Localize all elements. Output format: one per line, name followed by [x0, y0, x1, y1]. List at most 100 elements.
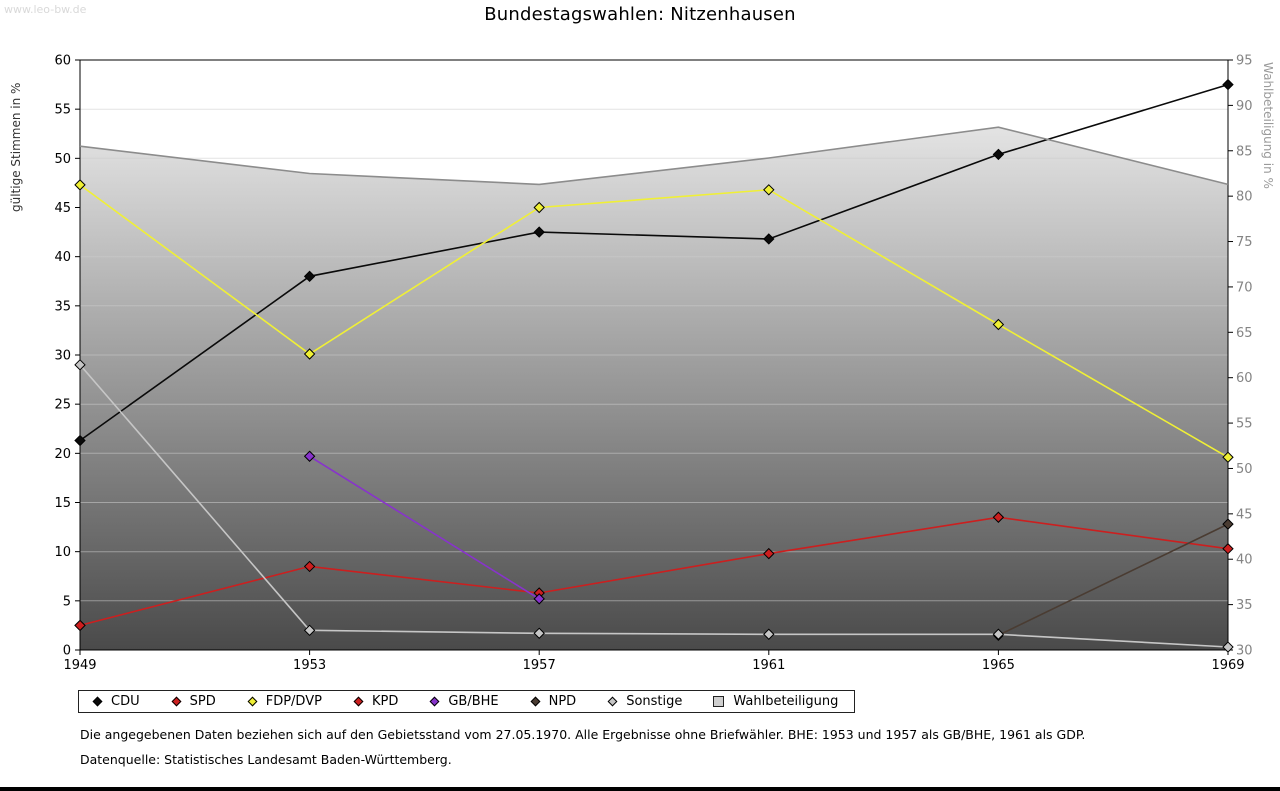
right-axis-tick-label: 45: [1236, 507, 1253, 522]
x-axis-tick-label: 1953: [293, 658, 326, 673]
marker-fdp-dvp: [1222, 451, 1234, 463]
right-axis-tick-label: 85: [1236, 144, 1253, 159]
right-axis-tick-label: 35: [1236, 598, 1253, 613]
legend-item-kpd: KPD: [352, 694, 398, 709]
marker-fdp-dvp: [992, 318, 1005, 331]
legend-label: Wahlbeteiligung: [733, 694, 839, 709]
chart-canvas: 0 5 10 15 20 25 30 35 40 45 50 55 60 30 35 40 45 50 55 60 65…: [54, 54, 1253, 674]
right-axis-tick-label: 70: [1236, 280, 1253, 295]
series-line-sonstige: [79, 364, 1229, 648]
legend-diamond-swatch-icon: [171, 696, 182, 707]
series-line-fdp-dvp: [79, 184, 1229, 458]
right-axis-tick-label: 65: [1236, 326, 1253, 341]
legend-item-spd: SPD: [170, 694, 216, 709]
series-line-npd: [998, 523, 1229, 637]
legend-diamond-swatch-icon: [92, 696, 103, 707]
bottom-bar: [0, 787, 1280, 791]
marker-cdu: [992, 148, 1005, 161]
legend-label: Sonstige: [626, 694, 683, 709]
legend-item-gb-bhe: GB/BHE: [428, 694, 499, 709]
marker-gb-bhe: [533, 593, 545, 605]
legend-diamond-swatch-icon: [247, 696, 258, 707]
marker-sonstige: [74, 359, 86, 371]
left-axis-title: gültige Stimmen in %: [9, 82, 23, 212]
area-wahlbeteiligung: [80, 127, 1228, 650]
left-axis-tick-label: 50: [54, 152, 71, 167]
right-axis-tick-label: 55: [1236, 417, 1253, 432]
series-line-wahlbeteiligung: [79, 126, 1229, 186]
legend-item-wahlbeteiligung: Wahlbeteiligung: [712, 694, 838, 709]
legend-item-sonstige: Sonstige: [606, 694, 682, 709]
left-axis-tick-label: 30: [54, 349, 71, 364]
legend-item-cdu: CDU: [91, 694, 140, 709]
marker-fdp-dvp: [763, 184, 775, 196]
marker-cdu: [74, 434, 86, 447]
left-axis-tick-label: 25: [54, 398, 71, 413]
marker-fdp-dvp: [74, 179, 86, 191]
marker-cdu: [533, 226, 545, 238]
x-axis-tick-label: 1965: [982, 658, 1015, 673]
legend-label: NPD: [548, 694, 577, 709]
left-axis-tick-label: 45: [54, 201, 71, 216]
legend-diamond-swatch-icon: [429, 696, 440, 707]
right-axis-tick-label: 90: [1236, 99, 1253, 114]
marker-sonstige: [992, 628, 1005, 640]
series-line-cdu: [79, 83, 1229, 442]
marker-cdu: [303, 270, 316, 283]
legend-diamond-swatch-icon: [353, 696, 364, 707]
legend-label: CDU: [111, 694, 140, 709]
legend-square-swatch-icon: [713, 696, 725, 707]
chart-title: Bundestagswahlen: Nitzenhausen: [484, 4, 796, 25]
x-axis-tick-label: 1949: [63, 658, 96, 673]
right-axis-tick-label: 80: [1236, 190, 1253, 205]
right-axis-tick-label: 75: [1236, 235, 1253, 250]
marker-spd: [763, 547, 775, 560]
marker-spd: [303, 560, 316, 573]
right-axis-tick-label: 40: [1236, 553, 1253, 568]
x-axis-tick-label: 1969: [1211, 658, 1244, 673]
left-axis-tick-label: 55: [54, 103, 71, 118]
marker-npd: [1222, 518, 1234, 530]
legend-label: KPD: [371, 694, 399, 709]
legend-diamond-swatch-icon: [607, 696, 618, 707]
marker-fdp-dvp: [303, 348, 316, 360]
series-line-gb-bhe: [309, 455, 540, 600]
marker-cdu: [1222, 78, 1234, 91]
right-axis-tick-label: 50: [1236, 462, 1253, 477]
left-axis-tick-label: 35: [54, 299, 71, 314]
series-line-spd: [79, 516, 1229, 627]
marker-sonstige: [533, 627, 545, 639]
right-axis-tick-label: 95: [1236, 54, 1253, 69]
marker-fdp-dvp: [533, 201, 545, 214]
marker-spd: [992, 511, 1005, 523]
legend-label: SPD: [189, 694, 216, 709]
right-axis-tick-label: 30: [1236, 644, 1253, 659]
marker-sonstige: [303, 624, 316, 637]
marker-cdu: [763, 233, 775, 245]
left-axis-tick-label: 5: [63, 594, 71, 609]
x-axis-tick-label: 1961: [752, 658, 785, 673]
left-axis-tick-label: 0: [63, 644, 71, 659]
left-axis-tick-label: 15: [54, 496, 71, 511]
marker-sonstige: [763, 628, 775, 640]
left-axis-tick-label: 60: [54, 54, 71, 69]
legend-item-fdp-dvp: FDP/DVP: [246, 694, 322, 709]
watermark: www.leo-bw.de: [4, 3, 87, 16]
right-axis-tick-label: 60: [1236, 371, 1253, 386]
left-axis-tick-label: 40: [54, 250, 71, 265]
marker-spd: [1222, 543, 1234, 555]
legend-label: FDP/DVP: [265, 694, 322, 709]
left-axis-tick-label: 10: [54, 545, 71, 560]
legend-item-npd: NPD: [529, 694, 577, 709]
marker-sonstige: [1222, 641, 1234, 653]
marker-gb-bhe: [303, 450, 316, 462]
left-axis-tick-label: 20: [54, 447, 71, 462]
legend: CDU SPD FDP/DVP KPD GB/BHE NPD Sonstige Wahlbet…: [78, 690, 856, 713]
footnote-datenquelle: Datenquelle: Statistisches Landesamt Bad…: [80, 752, 452, 767]
legend-diamond-swatch-icon: [530, 696, 541, 707]
marker-kpd: [74, 619, 86, 632]
legend-label: GB/BHE: [448, 694, 499, 709]
right-axis-title: Wahlbeteiligung in %: [1261, 62, 1275, 189]
footnote-gebietsstand: Die angegebenen Daten beziehen sich auf …: [80, 727, 1086, 742]
